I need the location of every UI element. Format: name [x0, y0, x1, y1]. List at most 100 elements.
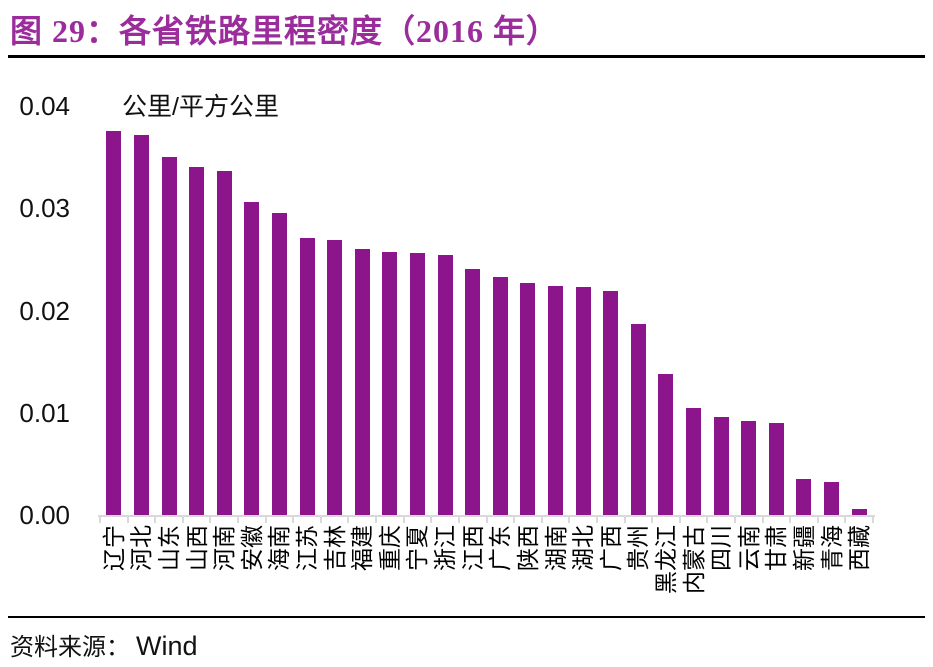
- tick-mark: [513, 517, 516, 523]
- source-divider-rule: [8, 616, 925, 618]
- source-line: 资料来源： Wind: [10, 627, 198, 662]
- bar: [354, 249, 370, 515]
- bar: [741, 420, 757, 515]
- x-axis-label: 四川: [708, 525, 735, 571]
- bar: [216, 171, 232, 515]
- tick-mark: [623, 517, 626, 523]
- tick-mark: [375, 517, 378, 523]
- y-axis-tick-label: 0.02: [19, 295, 70, 326]
- tick-mark: [872, 517, 874, 523]
- bar: [271, 213, 287, 515]
- bar: [382, 252, 398, 515]
- x-axis-label: 甘肃: [763, 525, 790, 571]
- y-axis-tick-label: 0.04: [19, 91, 70, 121]
- tick-mark: [181, 517, 184, 523]
- figure-title: 图 29：各省铁路里程密度（2016 年）: [10, 13, 560, 49]
- x-axis-label: 辽宁: [100, 525, 127, 571]
- x-axis-label: 湖北: [570, 525, 597, 571]
- tick-mark: [319, 517, 322, 523]
- bar: [520, 282, 536, 515]
- tick-mark: [430, 517, 433, 523]
- x-axis-label: 贵州: [625, 525, 652, 571]
- tick-mark: [347, 517, 350, 523]
- bar: [796, 479, 812, 515]
- x-axis-label: 湖南: [542, 525, 569, 571]
- bar: [575, 286, 591, 515]
- bar: [437, 255, 453, 515]
- tick-mark: [816, 517, 819, 523]
- bar: [630, 323, 646, 515]
- bar: [658, 373, 674, 515]
- tick-mark: [457, 517, 460, 523]
- x-axis-label: 宁夏: [404, 525, 431, 571]
- x-axis-label: 广西: [597, 525, 624, 571]
- bar: [106, 130, 122, 515]
- x-axis-label: 江苏: [294, 525, 321, 571]
- x-axis-label: 江西: [459, 525, 486, 571]
- x-axis-label: 浙江: [432, 525, 459, 571]
- x-axis-label: 山东: [156, 525, 183, 571]
- x-axis-label: 黑龙江: [652, 525, 679, 594]
- bar: [548, 285, 564, 515]
- tick-mark: [99, 517, 101, 523]
- x-axis-label: 河南: [211, 525, 238, 571]
- y-axis-unit-label: 公里/平方公里: [122, 93, 279, 121]
- x-axis-label: 新疆: [790, 525, 817, 571]
- tick-mark: [568, 517, 571, 523]
- y-axis-tick-label: 0.00: [19, 500, 70, 530]
- tick-mark: [126, 517, 129, 523]
- bar: [465, 268, 481, 515]
- bar: [851, 508, 867, 515]
- x-axis-label: 福建: [349, 525, 376, 571]
- bar: [327, 239, 343, 515]
- tick-mark: [789, 517, 792, 523]
- x-axis-label: 青海: [818, 525, 845, 571]
- tick-mark: [678, 517, 681, 523]
- bar: [409, 253, 425, 515]
- bar: [603, 291, 619, 515]
- source-name: Wind: [136, 631, 198, 661]
- y-axis-tick-label: 0.01: [19, 397, 70, 428]
- title-divider-rule: [8, 55, 925, 58]
- tick-mark: [209, 517, 212, 523]
- bar: [492, 276, 508, 515]
- plot-area: [98, 106, 875, 523]
- tick-mark: [733, 517, 736, 523]
- tick-mark: [761, 517, 764, 523]
- tick-mark: [540, 517, 543, 523]
- bar: [686, 407, 702, 515]
- tick-mark: [264, 517, 267, 523]
- x-axis-label: 山西: [183, 525, 210, 571]
- x-axis-label: 云南: [735, 525, 762, 571]
- tick-mark: [402, 517, 405, 523]
- bar: [161, 157, 177, 515]
- tick-mark: [651, 517, 654, 523]
- tick-mark: [292, 517, 295, 523]
- tick-mark: [485, 517, 488, 523]
- bar: [768, 422, 784, 515]
- x-axis-line: [98, 515, 875, 517]
- tick-mark: [595, 517, 598, 523]
- y-axis-tick-label: 0.03: [19, 193, 70, 224]
- bar: [824, 482, 840, 515]
- x-axis-label: 陕西: [514, 525, 541, 571]
- x-axis-label: 吉林: [321, 525, 348, 571]
- tick-mark: [154, 517, 157, 523]
- bar: [189, 167, 205, 515]
- x-axis-label: 河北: [128, 525, 155, 571]
- bar: [244, 202, 260, 515]
- x-axis-label: 西藏: [846, 525, 873, 571]
- tick-mark: [844, 517, 847, 523]
- bar: [133, 134, 149, 515]
- tick-mark: [237, 517, 240, 523]
- tick-mark: [706, 517, 709, 523]
- x-axis-label: 内蒙古: [680, 525, 707, 594]
- x-axis-label: 广东: [487, 525, 514, 571]
- x-axis-label: 海南: [266, 525, 293, 571]
- x-axis-label: 重庆: [376, 525, 403, 571]
- bar: [299, 237, 315, 515]
- bar: [713, 416, 729, 515]
